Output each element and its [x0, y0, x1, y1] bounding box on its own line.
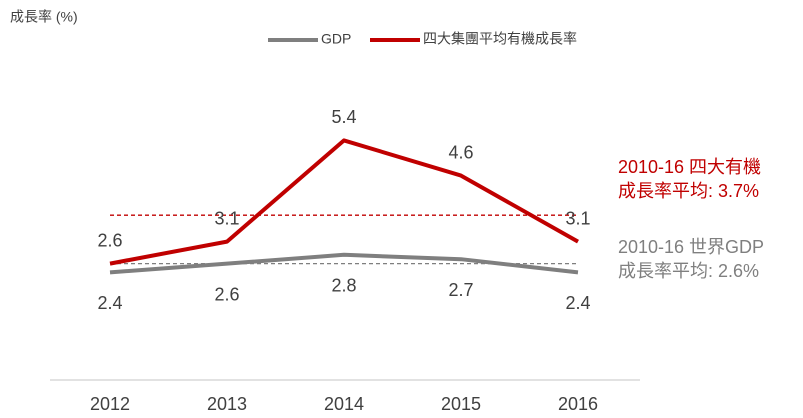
data-label: 2.4 [565, 293, 590, 313]
data-label: 4.6 [448, 142, 473, 162]
x-tick-label: 2015 [441, 394, 481, 414]
series-line [109, 252, 579, 275]
annotation: 2010-16 世界GDP [618, 237, 764, 257]
data-label: 2.8 [331, 276, 356, 296]
data-label: 2.6 [97, 230, 122, 250]
legend-label: GDP [321, 31, 351, 47]
x-tick-label: 2014 [324, 394, 364, 414]
legend-label: 四大集團平均有機成長率 [423, 31, 577, 47]
annotation: 成長率平均: 2.6% [618, 261, 759, 281]
data-label: 2.7 [448, 280, 473, 300]
data-label: 2.6 [214, 284, 239, 304]
data-label: 2.4 [97, 293, 122, 313]
data-label: 5.4 [331, 107, 356, 127]
data-label: 3.1 [565, 208, 590, 228]
x-tick-label: 2012 [90, 394, 130, 414]
data-label: 3.1 [214, 208, 239, 228]
annotation: 2010-16 四大有機 [618, 157, 761, 177]
x-tick-label: 2016 [558, 394, 598, 414]
x-tick-label: 2013 [207, 394, 247, 414]
series-line [109, 138, 579, 266]
y-axis-label: 成長率 (%) [10, 9, 78, 25]
annotation: 成長率平均: 3.7% [618, 181, 759, 201]
